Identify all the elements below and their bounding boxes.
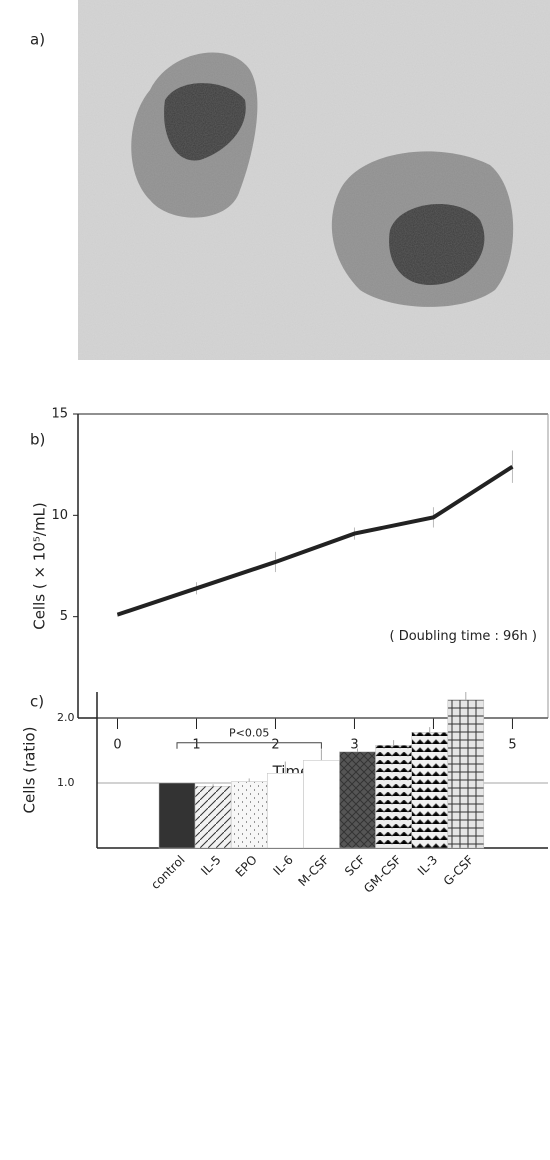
significance-bracket xyxy=(176,742,322,749)
bar xyxy=(339,751,376,849)
x-tick-label: SCF xyxy=(342,853,368,879)
y-tick-label: 5 xyxy=(60,609,68,624)
y-tick-label: 15 xyxy=(51,407,68,422)
bar xyxy=(158,782,196,849)
bar xyxy=(411,732,448,849)
bar xyxy=(194,786,232,849)
bar xyxy=(230,781,268,849)
panel-label: a) xyxy=(30,31,45,49)
annotation: ( Doubling time : 96h ) xyxy=(389,629,537,644)
y-tick-label: 10 xyxy=(51,508,68,523)
x-tick-label: EPO xyxy=(233,853,260,880)
y-tick-label: 2.0 xyxy=(57,711,75,724)
x-tick-label: 0 xyxy=(113,738,121,753)
x-tick-label: G-CSF xyxy=(441,853,477,889)
y-axis-label: Cells ( × 10⁵/mL) xyxy=(31,502,49,630)
panel-label: c) xyxy=(30,693,44,711)
x-tick-label: 2 xyxy=(271,738,279,753)
panel-label: b) xyxy=(30,431,45,449)
x-tick-label: IL-3 xyxy=(415,853,440,878)
x-tick-label: IL-6 xyxy=(270,853,295,878)
x-tick-label: M-CSF xyxy=(296,853,333,890)
x-tick-label: 3 xyxy=(350,738,358,753)
y-axis-label: Cells (ratio) xyxy=(21,727,39,814)
y-tick-label: 1.0 xyxy=(57,776,75,789)
bar xyxy=(375,745,412,849)
micrograph xyxy=(78,0,550,360)
bar xyxy=(447,699,485,849)
x-tick-label: 5 xyxy=(508,738,516,753)
bar xyxy=(303,760,340,849)
bar xyxy=(267,773,304,849)
x-tick-label: 1 xyxy=(192,738,200,753)
annotation: P<0.05 xyxy=(229,727,269,740)
x-tick-label: IL-5 xyxy=(198,853,223,878)
data-line xyxy=(116,465,514,617)
x-tick-label: control xyxy=(148,853,187,892)
x-tick-label: GM-CSF xyxy=(361,853,404,896)
